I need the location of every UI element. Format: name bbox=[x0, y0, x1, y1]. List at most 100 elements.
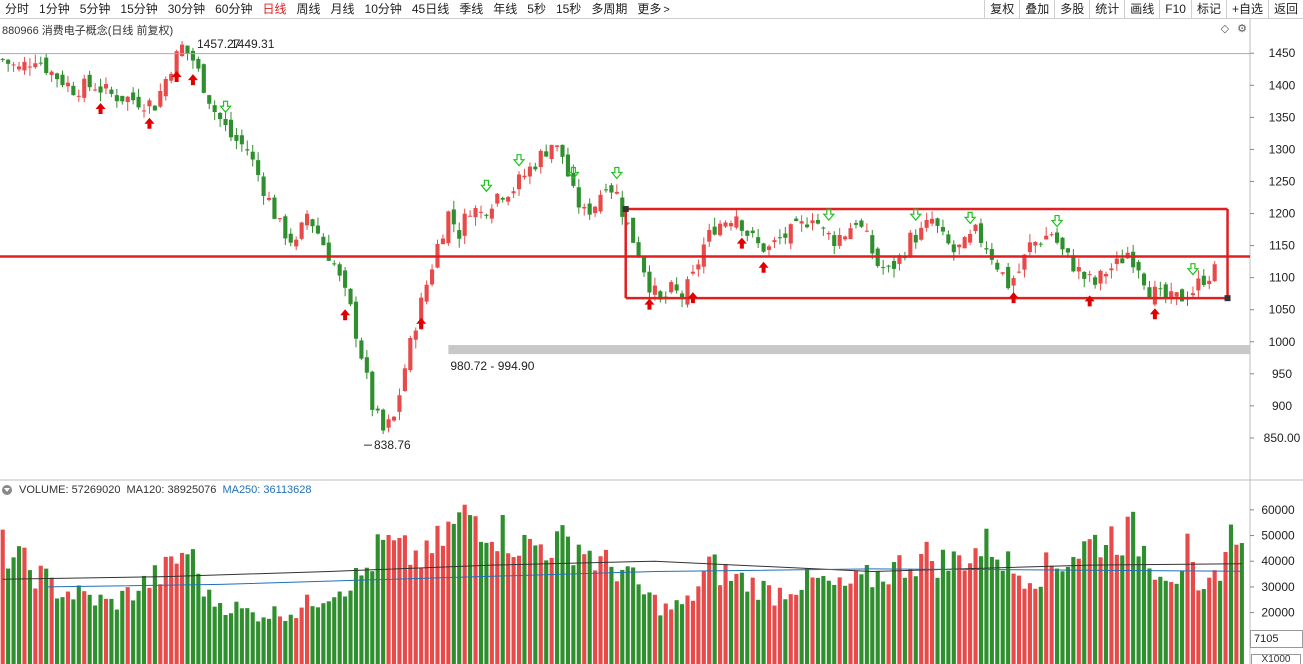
more-periods-button[interactable]: 更多 > bbox=[632, 0, 674, 20]
volume-bar bbox=[239, 608, 244, 664]
candle-body bbox=[723, 222, 728, 227]
volume-bar bbox=[11, 557, 16, 664]
volume-bar bbox=[234, 601, 239, 664]
volume-bar bbox=[522, 534, 527, 664]
candle-body bbox=[620, 197, 625, 217]
toolbar-button[interactable]: 画线 bbox=[1124, 0, 1159, 19]
period-tab[interactable]: 15秒 bbox=[555, 2, 582, 16]
volume-bar bbox=[641, 594, 647, 664]
candle-body bbox=[288, 233, 293, 243]
period-tab[interactable]: 10分钟 bbox=[364, 2, 402, 16]
candle-body bbox=[832, 235, 837, 247]
volume-bar bbox=[495, 551, 500, 664]
period-tab[interactable]: 多周期 bbox=[591, 2, 628, 16]
volume-bar bbox=[576, 544, 581, 664]
ma250-line bbox=[46, 568, 1242, 588]
candle-body bbox=[516, 174, 522, 190]
volume-bar bbox=[875, 570, 880, 664]
volume-bar bbox=[391, 540, 397, 664]
period-tab[interactable]: 5分钟 bbox=[79, 2, 111, 16]
volume-bar bbox=[506, 553, 511, 664]
period-tab[interactable]: 45日线 bbox=[411, 2, 450, 16]
candle-body bbox=[397, 395, 402, 412]
candle-body bbox=[408, 337, 413, 371]
candle-body bbox=[560, 144, 565, 157]
price-tick-label: 1050 bbox=[1269, 303, 1296, 317]
period-tab[interactable]: 分时 bbox=[5, 2, 30, 16]
volume-bar bbox=[272, 606, 277, 664]
candle-body bbox=[430, 269, 435, 285]
period-tab[interactable]: 15分钟 bbox=[120, 2, 158, 16]
volume-bar bbox=[299, 607, 304, 664]
period-tab[interactable]: 更多 bbox=[637, 1, 662, 16]
candle-body bbox=[310, 219, 315, 227]
toolbar-button[interactable]: F10 bbox=[1159, 0, 1191, 19]
candle-body bbox=[674, 284, 679, 291]
candle-body bbox=[174, 51, 179, 79]
candle-body bbox=[772, 240, 777, 243]
candle-body bbox=[864, 230, 869, 232]
volume-bar bbox=[245, 608, 250, 664]
volume-bar bbox=[207, 589, 212, 664]
period-tabs: 分时 1分钟 5分钟 15分钟 30分钟 60分钟 日线 周线 月线 10分钟 45日线 季线 年线 5秒… bbox=[0, 0, 675, 19]
toolbar-button[interactable]: 标记 bbox=[1190, 0, 1226, 19]
down-signal-icon bbox=[512, 154, 526, 167]
collapse-icon[interactable] bbox=[2, 485, 12, 495]
period-tab[interactable]: 年线 bbox=[493, 2, 518, 16]
candle-body bbox=[815, 219, 820, 224]
toolbar-button[interactable]: +自选 bbox=[1225, 0, 1268, 19]
period-tab[interactable]: 日线 bbox=[262, 2, 287, 16]
candle-body bbox=[272, 197, 277, 219]
candle-body bbox=[305, 213, 310, 226]
period-tab[interactable]: 月线 bbox=[330, 2, 355, 16]
candle-body bbox=[462, 213, 467, 236]
period-tab[interactable]: 30分钟 bbox=[167, 2, 206, 16]
candle-body bbox=[136, 96, 141, 108]
candle-body bbox=[930, 218, 935, 224]
volume-bar bbox=[33, 588, 38, 664]
volume-unit-button[interactable]: X1000 bbox=[1251, 654, 1301, 664]
settings-icon[interactable]: ⚙ bbox=[1237, 23, 1247, 35]
volume-bar bbox=[44, 568, 49, 664]
candle-body bbox=[1103, 273, 1109, 277]
candle-body bbox=[489, 208, 494, 219]
diamond-icon[interactable]: ◇ bbox=[1220, 23, 1230, 35]
volume-bar bbox=[256, 621, 261, 664]
period-tab[interactable]: 季线 bbox=[459, 2, 484, 16]
candle-body bbox=[1158, 288, 1163, 290]
candle-body bbox=[484, 214, 489, 216]
price-tick-label: 1450 bbox=[1269, 46, 1296, 60]
volume-bar bbox=[1136, 556, 1141, 664]
candle-body bbox=[1038, 243, 1043, 245]
volume-bar bbox=[158, 584, 163, 664]
volume-bar bbox=[1016, 575, 1022, 664]
volume-bar bbox=[652, 594, 657, 664]
volume-bar bbox=[93, 605, 98, 664]
candle-body bbox=[995, 262, 1000, 270]
period-tab[interactable]: 周线 bbox=[296, 2, 321, 16]
period-tab[interactable]: 1分钟 bbox=[39, 2, 70, 16]
volume-bar bbox=[783, 599, 788, 664]
toolbar-button[interactable]: 统计 bbox=[1089, 0, 1124, 19]
candle-body bbox=[1055, 232, 1060, 243]
candle-body bbox=[451, 209, 456, 225]
toolbar-button[interactable]: 返回 bbox=[1267, 0, 1303, 19]
period-tab[interactable]: 5秒 bbox=[527, 2, 546, 16]
toolbar-button[interactable]: 叠加 bbox=[1019, 0, 1054, 19]
volume-bar bbox=[908, 569, 913, 664]
toolbar-button[interactable]: 多股 bbox=[1054, 0, 1089, 19]
candle-body bbox=[147, 100, 152, 107]
volume-bar bbox=[310, 606, 315, 664]
up-signal-icon bbox=[687, 292, 698, 304]
down-signal-icon bbox=[909, 208, 923, 222]
toolbar-button[interactable]: 复权 bbox=[984, 0, 1019, 19]
candle-body bbox=[1098, 270, 1103, 284]
volume-bar bbox=[294, 618, 299, 664]
volume-bar bbox=[1044, 552, 1049, 664]
volume-bar bbox=[609, 566, 614, 664]
candle-body bbox=[891, 260, 897, 269]
volume-bar bbox=[962, 570, 967, 664]
range-box-handle bbox=[622, 206, 629, 213]
candle-body bbox=[935, 218, 940, 226]
period-tab[interactable]: 60分钟 bbox=[215, 2, 253, 16]
